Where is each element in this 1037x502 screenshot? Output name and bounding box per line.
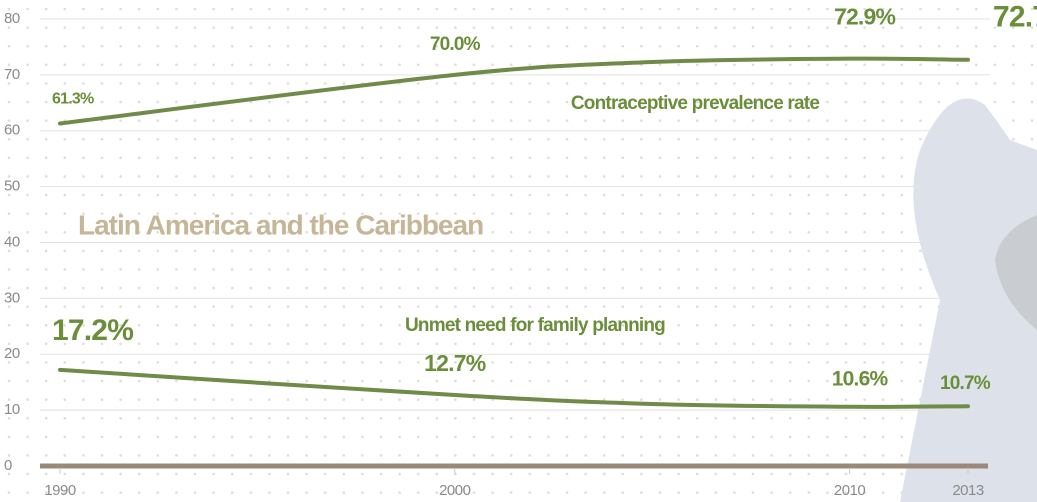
silhouette-light <box>900 98 1037 502</box>
data-label: 17.2% <box>52 314 133 347</box>
series-line <box>58 367 970 409</box>
data-label: 72.7% <box>993 1 1037 34</box>
data-label: 61.3% <box>52 91 94 108</box>
y-tick-label: 10 <box>4 401 20 418</box>
x-tick-label: 2013 <box>952 482 984 499</box>
y-tick-label: 20 <box>4 345 20 362</box>
y-tick-label: 80 <box>4 10 20 27</box>
x-tick-label: 2000 <box>439 482 471 499</box>
x-tick-label: 1990 <box>44 482 76 499</box>
y-tick-label: 40 <box>4 233 20 250</box>
chart-title: Latin America and the Caribbean <box>78 209 483 240</box>
series-name: Unmet need for family planning <box>405 315 665 336</box>
y-tick-label: 60 <box>4 122 20 139</box>
x-tick-label: 2010 <box>834 482 866 499</box>
y-tick-label: 30 <box>4 289 20 306</box>
data-label: 12.7% <box>424 350 486 376</box>
data-label: 72.9% <box>834 4 896 30</box>
series-name: Contraceptive prevalence rate <box>571 93 819 114</box>
series-line <box>58 56 970 126</box>
silhouette-dark <box>995 215 1037 330</box>
data-label: 10.7% <box>940 373 991 394</box>
y-tick-label: 70 <box>4 66 20 83</box>
y-tick-label: 50 <box>4 178 20 195</box>
data-label: 70.0% <box>430 34 481 55</box>
data-label: 10.6% <box>832 367 889 390</box>
y-tick-label: 0 <box>4 457 12 474</box>
